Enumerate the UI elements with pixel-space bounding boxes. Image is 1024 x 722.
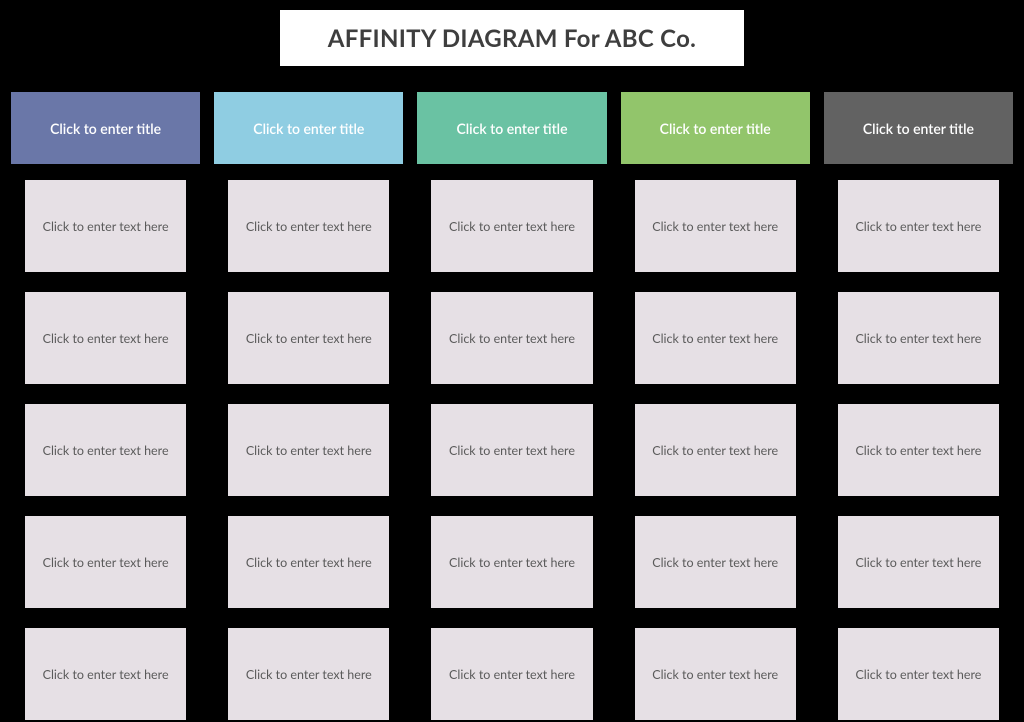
affinity-card[interactable]: Click to enter text here — [635, 516, 796, 608]
diagram-title-box: AFFINITY DIAGRAM For ABC Co. — [280, 10, 744, 66]
column-3: Click to enter title Click to enter text… — [621, 92, 810, 720]
column-header[interactable]: Click to enter title — [621, 92, 810, 164]
affinity-card[interactable]: Click to enter text here — [431, 292, 592, 384]
affinity-card[interactable]: Click to enter text here — [25, 292, 186, 384]
affinity-card[interactable]: Click to enter text here — [25, 180, 186, 272]
column-header[interactable]: Click to enter title — [417, 92, 606, 164]
affinity-card[interactable]: Click to enter text here — [228, 404, 389, 496]
affinity-card[interactable]: Click to enter text here — [25, 628, 186, 720]
column-1: Click to enter title Click to enter text… — [214, 92, 403, 720]
affinity-card[interactable]: Click to enter text here — [635, 404, 796, 496]
column-0: Click to enter title Click to enter text… — [11, 92, 200, 720]
column-header[interactable]: Click to enter title — [214, 92, 403, 164]
affinity-card[interactable]: Click to enter text here — [838, 628, 999, 720]
affinity-card[interactable]: Click to enter text here — [838, 516, 999, 608]
column-header[interactable]: Click to enter title — [824, 92, 1013, 164]
affinity-card[interactable]: Click to enter text here — [431, 404, 592, 496]
affinity-card[interactable]: Click to enter text here — [228, 292, 389, 384]
affinity-card[interactable]: Click to enter text here — [635, 180, 796, 272]
affinity-card[interactable]: Click to enter text here — [635, 628, 796, 720]
affinity-card[interactable]: Click to enter text here — [838, 180, 999, 272]
affinity-card[interactable]: Click to enter text here — [228, 628, 389, 720]
column-header[interactable]: Click to enter title — [11, 92, 200, 164]
affinity-card[interactable]: Click to enter text here — [228, 180, 389, 272]
column-4: Click to enter title Click to enter text… — [824, 92, 1013, 720]
affinity-card[interactable]: Click to enter text here — [228, 516, 389, 608]
affinity-card[interactable]: Click to enter text here — [431, 516, 592, 608]
affinity-card[interactable]: Click to enter text here — [838, 292, 999, 384]
column-2: Click to enter title Click to enter text… — [417, 92, 606, 720]
affinity-grid: Click to enter title Click to enter text… — [11, 92, 1013, 720]
affinity-card[interactable]: Click to enter text here — [635, 292, 796, 384]
affinity-card[interactable]: Click to enter text here — [838, 404, 999, 496]
affinity-card[interactable]: Click to enter text here — [25, 404, 186, 496]
affinity-card[interactable]: Click to enter text here — [431, 628, 592, 720]
affinity-card[interactable]: Click to enter text here — [431, 180, 592, 272]
diagram-title: AFFINITY DIAGRAM For ABC Co. — [328, 24, 696, 53]
affinity-card[interactable]: Click to enter text here — [25, 516, 186, 608]
